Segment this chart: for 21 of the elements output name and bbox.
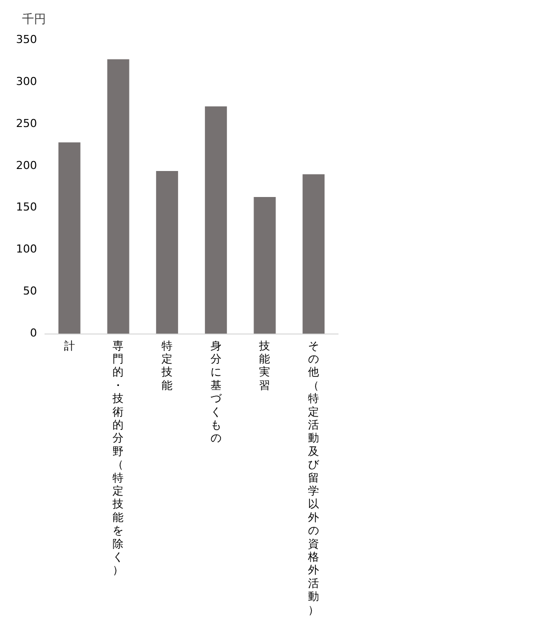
y-tick-label: 150: [16, 200, 37, 214]
x-tick-label: 身分に基づくもの: [210, 339, 222, 445]
category-label: 専門的・技術的分野（特定技能を除く）: [112, 339, 124, 577]
bar: [58, 142, 80, 334]
bar: [254, 196, 276, 334]
y-tick-label: 250: [16, 116, 37, 130]
y-tick-label: 100: [16, 242, 37, 256]
x-tick-label: 計: [64, 339, 75, 352]
bar: [107, 59, 130, 334]
bar: [204, 106, 227, 334]
y-tick-label: 50: [22, 284, 37, 298]
y-tick-label: 0: [30, 326, 37, 340]
y-tick-label: 200: [16, 158, 37, 172]
y-tick-label: 300: [16, 74, 37, 88]
x-tick-label: 特定技能: [160, 339, 173, 392]
category-label: その他（特定活動及び留学以外の資格外活動）: [308, 339, 320, 616]
bar: [156, 170, 178, 334]
x-tick-label: 技能実習: [258, 339, 270, 392]
y-axis-title: 千円: [22, 12, 46, 26]
y-tick-label: 350: [16, 32, 37, 46]
bar: [302, 174, 325, 334]
